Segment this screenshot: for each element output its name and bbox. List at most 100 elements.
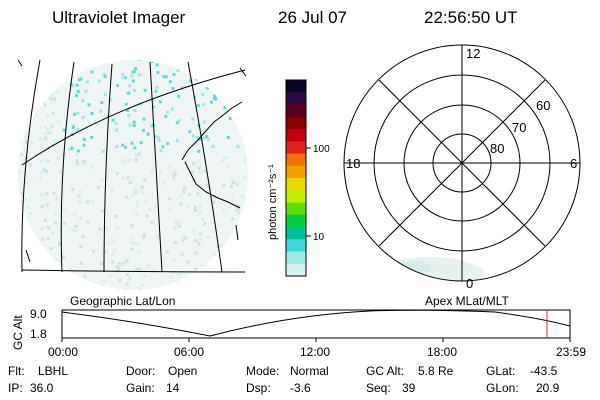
colorbar-band [286, 214, 306, 228]
geographic-label: Geographic Lat/Lon [70, 294, 176, 308]
speckle [173, 226, 177, 230]
speckle [90, 166, 94, 169]
speckle [130, 238, 134, 242]
speckle [164, 114, 168, 118]
speckle [208, 68, 212, 72]
speckle [129, 225, 133, 229]
speckle [182, 186, 186, 190]
speckle [96, 185, 100, 189]
speckle [166, 142, 170, 146]
colorbar-band [286, 153, 306, 167]
speckle [62, 207, 66, 211]
speckle [198, 170, 202, 174]
edge-fragments [17, 59, 247, 263]
speckle [206, 137, 210, 141]
speckle [161, 145, 165, 149]
mlat-label-60: 60 [536, 98, 550, 113]
speckle [75, 94, 78, 98]
altitude-ytick-9: 9.0 [30, 307, 47, 321]
speckle [142, 129, 145, 132]
speckle [175, 121, 179, 124]
speckle [101, 149, 105, 153]
speckle [24, 198, 28, 202]
speckle [233, 100, 237, 104]
speckle [154, 205, 158, 209]
speckle [32, 61, 36, 65]
speckle [18, 284, 22, 288]
speckle [251, 204, 254, 207]
speckle [75, 276, 79, 280]
speckle [45, 203, 49, 207]
speckle [79, 190, 82, 194]
speckle [245, 272, 248, 276]
speckle [169, 165, 173, 169]
speckle [249, 164, 252, 167]
colorbar-band [286, 190, 306, 203]
speckle [158, 171, 162, 175]
speckle [137, 287, 141, 290]
speckle [220, 244, 223, 248]
speckle [134, 190, 138, 194]
speckle [241, 55, 244, 58]
speckle [23, 131, 27, 135]
speckle [181, 60, 185, 63]
speckle [234, 94, 238, 98]
speckle [127, 114, 131, 118]
colorbar [286, 80, 306, 277]
speckle [146, 132, 150, 136]
speckle [57, 119, 61, 123]
speckle [215, 279, 219, 283]
speckle [205, 183, 209, 187]
speckle [123, 158, 127, 162]
speckle [118, 264, 122, 267]
speckle [39, 171, 43, 175]
speckle [234, 96, 238, 100]
speckle [244, 198, 247, 202]
speckle [121, 177, 125, 181]
speckle [177, 94, 181, 98]
speckle [52, 139, 56, 143]
mlt-label-0: 0 [466, 276, 473, 291]
gcalt-label: GC Alt: [366, 364, 405, 378]
speckle [123, 76, 127, 80]
glon-value: 20.9 [536, 381, 560, 395]
speckle [173, 241, 177, 245]
speckle [71, 84, 75, 88]
app-title: Ultraviolet Imager [52, 8, 186, 27]
speckle [44, 132, 48, 136]
speckle [173, 170, 177, 174]
speckle [46, 159, 50, 163]
speckle [221, 158, 224, 162]
speckle [198, 194, 202, 198]
speckle [236, 145, 240, 149]
speckle [241, 126, 245, 130]
speckle [231, 195, 235, 199]
speckle [240, 109, 244, 113]
speckle [200, 282, 204, 286]
speckle [169, 275, 173, 279]
speckle [98, 227, 102, 231]
altitude-x-ticks [61, 338, 571, 342]
speckle [42, 271, 45, 275]
speckle [133, 89, 137, 92]
speckle [248, 141, 251, 144]
speckle [81, 235, 85, 239]
speckle [50, 93, 54, 97]
speckle [178, 221, 182, 225]
speckle [253, 107, 256, 110]
speckle [42, 60, 46, 62]
colorbar-label-10: 10 [313, 232, 325, 243]
speckle [49, 264, 53, 268]
speckle [104, 227, 108, 231]
speckle [131, 79, 135, 83]
speckle [46, 128, 50, 131]
speckle [79, 60, 83, 63]
speckle [186, 260, 190, 264]
speckle [76, 111, 80, 115]
speckle [249, 117, 252, 120]
speckle [135, 203, 139, 207]
speckle [226, 136, 230, 139]
door-value: Open [168, 364, 198, 378]
speckle [185, 286, 188, 290]
